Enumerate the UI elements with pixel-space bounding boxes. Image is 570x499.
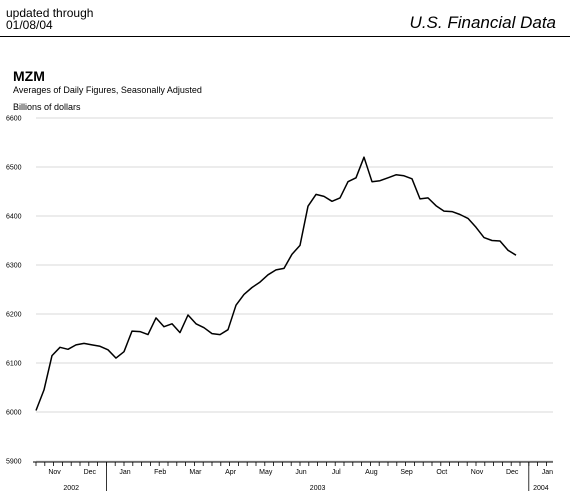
y-tick-label-6200: 6200	[6, 312, 22, 319]
source-title: U.S. Financial Data	[409, 13, 556, 32]
chart-title: MZM	[13, 68, 45, 84]
x-month-label-8: Jul	[332, 469, 341, 476]
x-month-label-6: May	[259, 469, 273, 476]
y-tick-label-6600: 6600	[6, 116, 22, 123]
y-axis-unit-label: Billions of dollars	[13, 102, 81, 112]
x-month-label-2: Jan	[119, 469, 130, 476]
x-month-label-3: Feb	[154, 469, 166, 476]
x-year-label-2004: 2004	[533, 485, 549, 492]
x-month-label-13: Dec	[506, 469, 519, 476]
update-note: updated through 01/08/04	[6, 7, 93, 31]
x-year-label-2003: 2003	[310, 485, 326, 492]
x-month-label-0: Nov	[48, 469, 61, 476]
y-tick-label-5900: 5900	[6, 459, 22, 466]
x-year-label-2002: 2002	[63, 485, 79, 492]
header-divider	[0, 36, 570, 37]
y-tick-label-6100: 6100	[6, 361, 22, 368]
x-month-label-10: Sep	[400, 469, 413, 476]
chart-subtitle: Averages of Daily Figures, Seasonally Ad…	[13, 85, 202, 95]
y-tick-label-6500: 6500	[6, 165, 22, 172]
update-note-line1: updated through	[6, 6, 94, 20]
x-month-label-14: Jan	[542, 469, 553, 476]
series-line-mzm	[35, 156, 517, 411]
x-month-label-9: Aug	[365, 469, 378, 476]
y-tick-label-6000: 6000	[6, 410, 22, 417]
x-month-label-7: Jun	[295, 469, 306, 476]
x-month-label-11: Oct	[436, 469, 447, 476]
y-tick-label-6400: 6400	[6, 214, 22, 221]
x-month-label-12: Nov	[471, 469, 484, 476]
x-month-label-4: Mar	[189, 469, 202, 476]
x-month-label-1: Dec	[84, 469, 97, 476]
update-note-date: 01/08/04	[6, 18, 53, 32]
y-tick-label-6300: 6300	[6, 263, 22, 270]
x-month-label-5: Apr	[225, 469, 237, 476]
